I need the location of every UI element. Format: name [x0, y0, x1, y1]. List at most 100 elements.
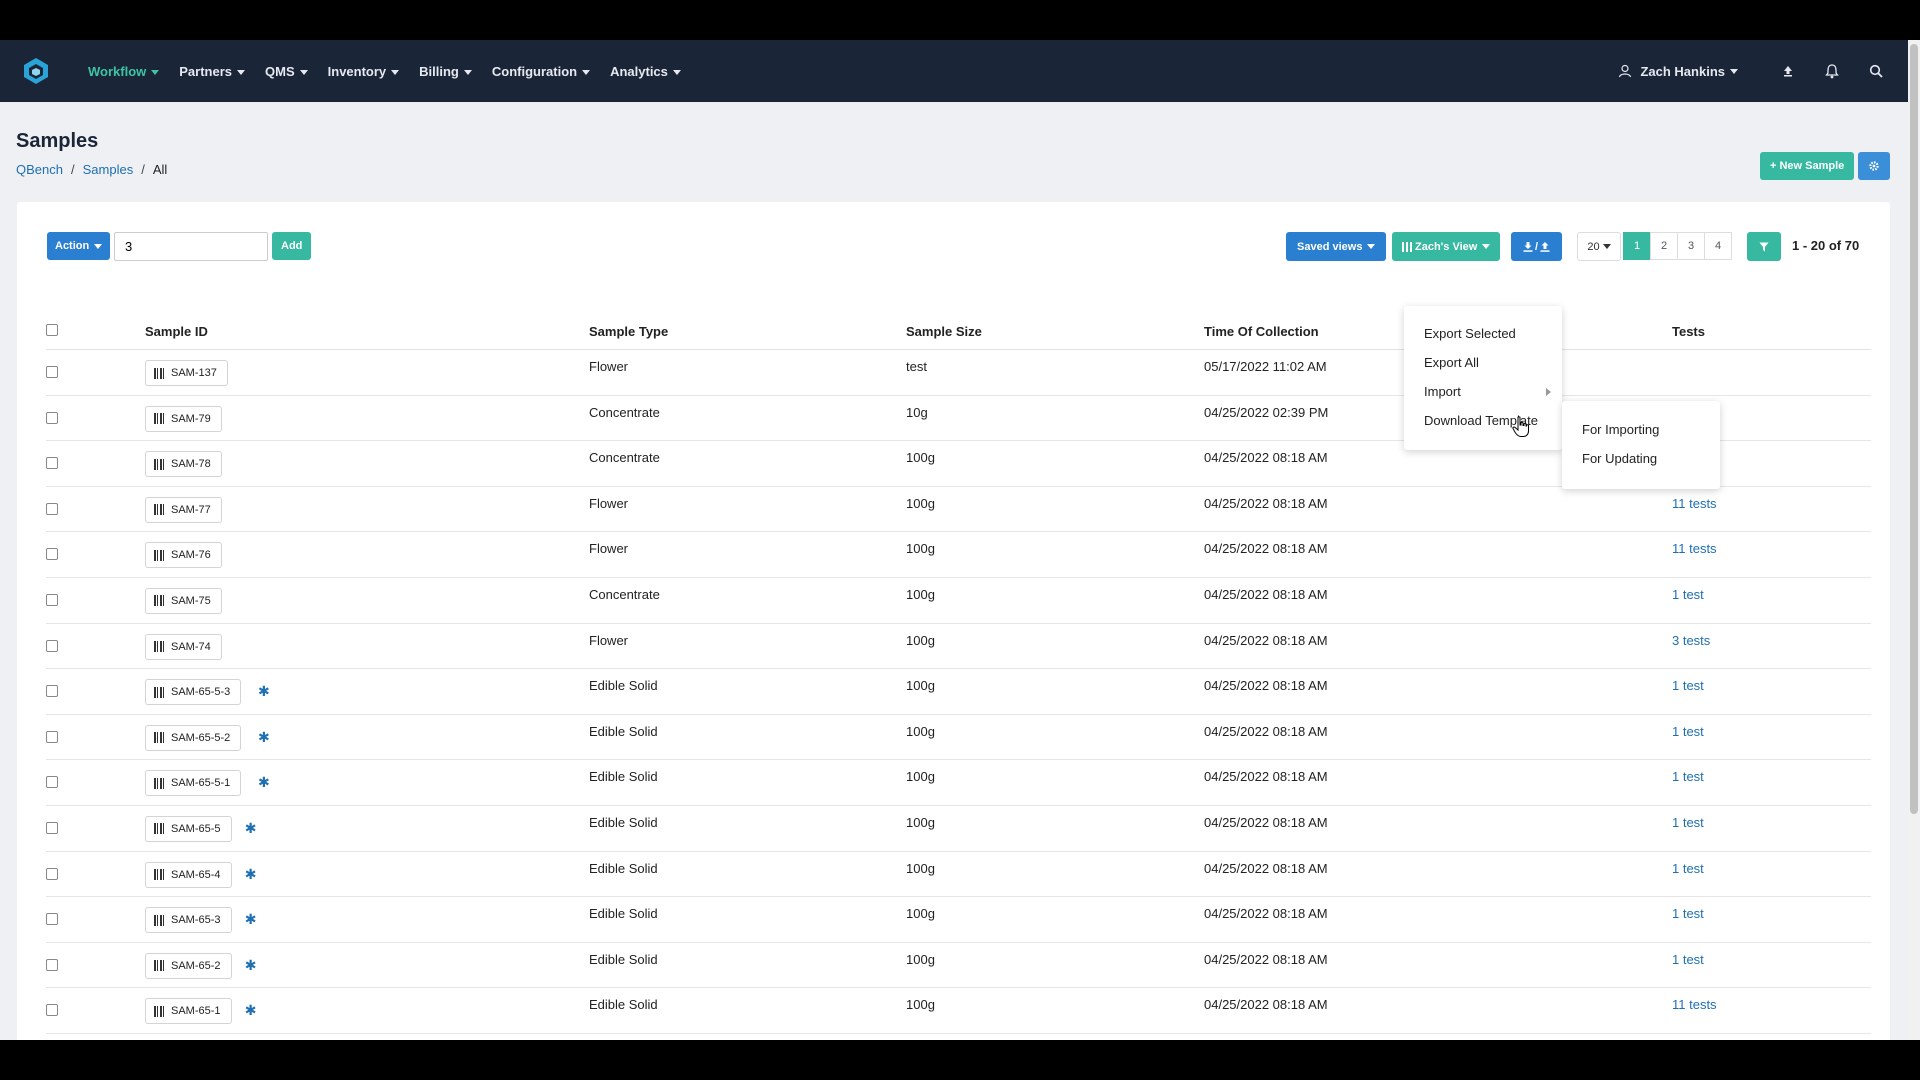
sample-id-chip[interactable]: SAM-65-5-3 — [145, 679, 242, 706]
nav-item-configuration[interactable]: Configuration — [492, 64, 591, 79]
row-checkbox[interactable] — [46, 730, 58, 743]
saved-views-button[interactable]: Saved views — [1286, 232, 1387, 261]
table-row[interactable]: SAM-79 Concentrate 10g 04/25/2022 02:39 PM — [46, 396, 1871, 442]
sample-id-chip[interactable]: SAM-65-5-1 — [145, 770, 242, 797]
table-row[interactable]: SAM-77 Flower 100g 04/25/2022 08:18 AM 11 te… — [46, 487, 1871, 533]
view-selector-button[interactable]: Zach's View — [1392, 232, 1501, 261]
tests-link[interactable]: 1 test — [1672, 906, 1704, 922]
row-checkbox[interactable] — [46, 776, 58, 789]
scrollbar-thumb[interactable] — [1910, 44, 1918, 814]
table-row[interactable]: SAM-74 Flower 100g 04/25/2022 08:18 AM 3 tes… — [46, 624, 1871, 670]
table-row[interactable]: SAM-65-5-1 ✱ Edible Solid 100g 04/25/2022 08… — [46, 760, 1871, 806]
nav-item-workflow[interactable]: Workflow — [88, 64, 160, 79]
page-2-button[interactable]: 2 — [1650, 232, 1678, 260]
sample-id-chip[interactable]: SAM-137 — [145, 360, 228, 386]
row-checkbox[interactable] — [46, 685, 58, 698]
sample-id-chip[interactable]: SAM-75 — [145, 587, 222, 614]
sample-id-chip[interactable]: SAM-74 — [145, 633, 222, 660]
breadcrumb-samples[interactable]: Samples — [82, 162, 134, 177]
column-tests[interactable]: Tests — [1672, 324, 1705, 339]
sample-id-chip[interactable]: SAM-65-5 — [145, 815, 232, 842]
nav-item-qms[interactable]: QMS — [265, 64, 308, 79]
row-checkbox[interactable] — [46, 867, 58, 880]
row-checkbox[interactable] — [46, 457, 58, 470]
sample-id-chip[interactable]: SAM-77 — [145, 496, 222, 523]
page-3-button[interactable]: 3 — [1677, 232, 1705, 260]
table-row[interactable]: SAM-76 Flower 100g 04/25/2022 08:18 AM 11 te… — [46, 532, 1871, 578]
submenu-item-for-importing[interactable]: For Importing — [1582, 422, 1660, 437]
table-row[interactable]: SAM-65-3 ✱ Edible Solid 100g 04/25/2022 08:1… — [46, 897, 1871, 943]
bell-icon[interactable] — [1810, 40, 1854, 102]
table-row[interactable]: SAM-65-1 ✱ Edible Solid 100g 04/25/2022 08:1… — [46, 988, 1871, 1034]
row-checkbox[interactable] — [46, 958, 58, 971]
sample-id-chip[interactable]: SAM-78 — [145, 451, 222, 478]
tests-link[interactable]: 1 test — [1672, 814, 1704, 830]
tests-link[interactable]: 1 test — [1672, 723, 1704, 739]
page-4-button[interactable]: 4 — [1704, 232, 1732, 260]
row-checkbox[interactable] — [46, 1004, 58, 1017]
row-checkbox[interactable] — [46, 593, 58, 606]
menu-item-export-selected[interactable]: Export Selected — [1424, 326, 1516, 341]
sample-id-chip[interactable]: SAM-65-5-2 — [145, 724, 242, 751]
tests-link[interactable]: 11 tests — [1672, 541, 1717, 557]
export-import-button[interactable]: / — [1511, 232, 1562, 261]
column-sample-type[interactable]: Sample Type — [589, 324, 669, 339]
column-sample-id[interactable]: Sample ID — [145, 324, 208, 339]
tests-link[interactable]: 3 tests — [1672, 632, 1711, 648]
nav-item-analytics[interactable]: Analytics — [610, 64, 681, 79]
nav-item-partners[interactable]: Partners — [179, 64, 246, 79]
table-row[interactable]: SAM-65-5-3 ✱ Edible Solid 100g 04/25/2022 08… — [46, 669, 1871, 715]
table-row[interactable]: SAM-65-5-2 ✱ Edible Solid 100g 04/25/2022 08… — [46, 715, 1871, 761]
table-row[interactable]: SAM-65-2 ✱ Edible Solid 100g 04/25/2022 08:1… — [46, 943, 1871, 989]
tests-link[interactable]: 1 test — [1672, 769, 1704, 785]
filter-button[interactable] — [1747, 232, 1781, 261]
table-row[interactable]: SAM-65-4 ✱ Edible Solid 100g 04/25/2022 08:1… — [46, 852, 1871, 898]
per-page-select[interactable]: 20 — [1577, 232, 1621, 261]
add-button[interactable]: Add — [272, 232, 312, 260]
user-menu[interactable]: Zach Hankins — [1618, 64, 1738, 79]
sample-id-chip[interactable]: SAM-65-2 — [145, 952, 232, 979]
table-row[interactable]: SAM-65-5 ✱ Edible Solid 100g 04/25/2022 08:1… — [46, 806, 1871, 852]
menu-item-export-all[interactable]: Export All — [1424, 355, 1479, 370]
nav-item-inventory[interactable]: Inventory — [328, 64, 400, 79]
sample-id-chip[interactable]: SAM-65-3 — [145, 907, 232, 934]
row-checkbox[interactable] — [46, 548, 58, 561]
breadcrumb-qbench[interactable]: QBench — [16, 162, 63, 177]
tests-link[interactable]: 11 tests — [1672, 495, 1717, 511]
menu-item-import[interactable]: Import — [1424, 384, 1461, 399]
tests-link[interactable]: 1 test — [1672, 860, 1704, 876]
tests-link[interactable]: 11 tests — [1672, 997, 1717, 1013]
submenu-item-for-updating[interactable]: For Updating — [1582, 451, 1658, 466]
action-button[interactable]: Action — [47, 232, 111, 260]
row-checkbox[interactable] — [46, 821, 58, 834]
vertical-scrollbar[interactable] — [1908, 40, 1920, 1040]
sample-id-chip[interactable]: SAM-76 — [145, 542, 222, 569]
column-time-of-collection[interactable]: Time Of Collection — [1204, 324, 1319, 339]
row-checkbox[interactable] — [46, 913, 58, 926]
page-1-button[interactable]: 1 — [1623, 232, 1651, 260]
settings-button[interactable] — [1858, 152, 1890, 180]
row-checkbox[interactable] — [46, 366, 58, 378]
row-checkbox[interactable] — [46, 639, 58, 652]
row-checkbox[interactable] — [46, 502, 58, 515]
column-sample-size[interactable]: Sample Size — [906, 324, 982, 339]
sample-id-chip[interactable]: SAM-79 — [145, 405, 222, 432]
upload-icon[interactable] — [1766, 40, 1810, 102]
table-row[interactable]: SAM-137 Flower test 05/17/2022 11:02 AM — [46, 350, 1871, 396]
menu-item-download-template[interactable]: Download Template — [1424, 413, 1538, 428]
sample-id-chip[interactable]: SAM-65-1 — [145, 998, 232, 1025]
sample-id-chip[interactable]: SAM-65-4 — [145, 861, 232, 888]
tests-link[interactable]: 1 test — [1672, 951, 1704, 967]
new-sample-button[interactable]: + New Sample — [1760, 152, 1855, 180]
qbench-logo-icon[interactable] — [22, 57, 50, 85]
tests-link[interactable]: 1 test — [1672, 678, 1704, 694]
row-checkbox[interactable] — [46, 411, 58, 424]
table-row[interactable]: SAM-78 Concentrate 100g 04/25/2022 08:18 AM — [46, 441, 1871, 487]
search-icon[interactable] — [1854, 40, 1898, 102]
select-all-checkbox[interactable] — [46, 324, 58, 336]
quantity-input[interactable] — [114, 232, 268, 261]
tests-link[interactable]: 1 test — [1672, 586, 1704, 602]
nav-item-billing[interactable]: Billing — [419, 64, 472, 79]
table-row[interactable]: SAM-75 Concentrate 100g 04/25/2022 08:18 AM… — [46, 578, 1871, 624]
